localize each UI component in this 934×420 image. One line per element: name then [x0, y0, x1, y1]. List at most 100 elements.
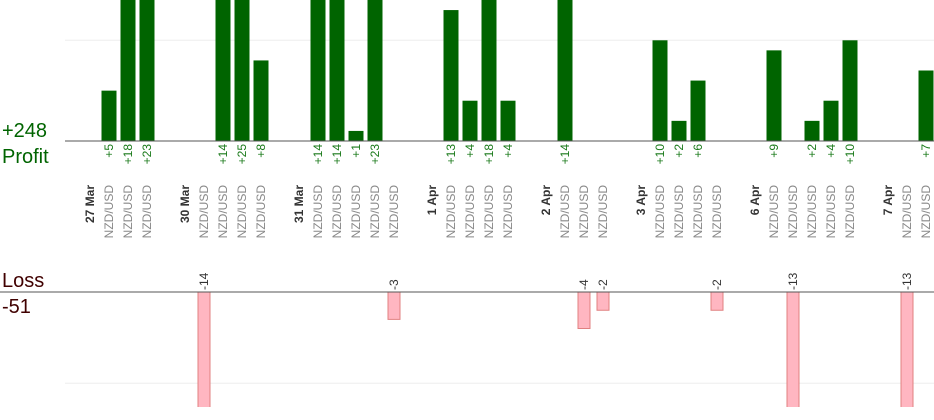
- profit-bar: [557, 0, 573, 141]
- profit-bar: [842, 40, 858, 141]
- date-label: 2 Apr: [539, 185, 553, 216]
- symbol-label: NZD/USD: [786, 185, 800, 239]
- profit-bar: [348, 130, 364, 141]
- symbol-label: NZD/USD: [444, 185, 458, 239]
- loss-bar: [387, 292, 401, 320]
- loss-label: Loss: [2, 270, 44, 292]
- symbol-label: NZD/USD: [216, 185, 230, 239]
- value-label: +4: [501, 144, 515, 158]
- loss-total: -51: [2, 296, 31, 318]
- symbol-label: NZD/USD: [349, 185, 363, 239]
- date-label: 7 Apr: [881, 185, 895, 216]
- symbol-label: NZD/USD: [843, 185, 857, 239]
- value-label: -3: [387, 279, 401, 290]
- date-label: 31 Mar: [292, 185, 306, 223]
- profit-bar: [671, 120, 687, 141]
- loss-bar: [596, 292, 610, 311]
- value-label: -14: [197, 272, 211, 290]
- symbol-label: NZD/USD: [691, 185, 705, 239]
- loss-bar: [197, 292, 211, 407]
- value-label: +2: [805, 144, 819, 158]
- symbol-label: NZD/USD: [330, 185, 344, 239]
- value-label: +14: [311, 144, 325, 165]
- profit-bar: [215, 0, 231, 141]
- loss-bar: [786, 292, 800, 407]
- symbol-label: NZD/USD: [463, 185, 477, 239]
- profit-bar: [918, 70, 934, 141]
- profit-bar: [310, 0, 326, 141]
- profit-bar: [690, 80, 706, 141]
- profit-bar: [367, 0, 383, 141]
- symbol-label: NZD/USD: [387, 185, 401, 239]
- value-label: -13: [786, 272, 800, 290]
- profit-bar: [329, 0, 345, 141]
- profit-bar: [766, 50, 782, 141]
- date-label: 1 Apr: [425, 185, 439, 216]
- symbol-label: NZD/USD: [558, 185, 572, 239]
- symbol-label: NZD/USD: [672, 185, 686, 239]
- value-label: +18: [482, 144, 496, 165]
- profit-bar: [253, 60, 269, 141]
- symbol-label: NZD/USD: [653, 185, 667, 239]
- value-label: -13: [900, 272, 914, 290]
- profit-bar: [101, 90, 117, 141]
- value-label: +14: [330, 144, 344, 165]
- value-label: +7: [919, 144, 933, 158]
- symbol-label: NZD/USD: [767, 185, 781, 239]
- date-label: 27 Mar: [83, 185, 97, 223]
- value-label: +14: [558, 144, 572, 165]
- symbol-label: NZD/USD: [919, 185, 933, 239]
- symbol-label: NZD/USD: [121, 185, 135, 239]
- symbol-label: NZD/USD: [140, 185, 154, 239]
- loss-bar: [577, 292, 591, 330]
- value-label: +13: [444, 144, 458, 165]
- profit-bar: [481, 0, 497, 141]
- profit-bar: [652, 40, 668, 141]
- profit-bar: [120, 0, 136, 141]
- symbol-label: NZD/USD: [482, 185, 496, 239]
- value-label: -2: [596, 279, 610, 290]
- value-label: +8: [254, 144, 268, 158]
- value-label: -4: [577, 279, 591, 290]
- value-label: +2: [672, 144, 686, 158]
- value-label: +23: [140, 144, 154, 165]
- loss-bars: [197, 292, 914, 407]
- symbol-label: NZD/USD: [900, 185, 914, 239]
- profit-bar: [462, 100, 478, 141]
- profit-bar: [823, 100, 839, 141]
- symbol-label: NZD/USD: [501, 185, 515, 239]
- loss-bar: [900, 292, 914, 407]
- value-label: +4: [463, 144, 477, 158]
- symbol-label: NZD/USD: [805, 185, 819, 239]
- profit-bars: [101, 0, 934, 141]
- value-label: +6: [691, 144, 705, 158]
- value-label: +18: [121, 144, 135, 165]
- profit-bar: [139, 0, 155, 141]
- value-label: +10: [843, 144, 857, 165]
- value-label: +10: [653, 144, 667, 165]
- date-label: 30 Mar: [178, 185, 192, 223]
- loss-bar: [710, 292, 724, 311]
- symbol-label: NZD/USD: [235, 185, 249, 239]
- symbol-label: NZD/USD: [254, 185, 268, 239]
- symbol-label: NZD/USD: [197, 185, 211, 239]
- profit-bar: [443, 10, 459, 141]
- symbol-label: NZD/USD: [577, 185, 591, 239]
- value-label: +4: [824, 144, 838, 158]
- symbol-label: NZD/USD: [596, 185, 610, 239]
- value-label: +9: [767, 144, 781, 158]
- date-label: 3 Apr: [634, 185, 648, 216]
- profit-bar: [234, 0, 250, 141]
- symbol-label: NZD/USD: [824, 185, 838, 239]
- value-label: +5: [102, 144, 116, 158]
- symbol-label: NZD/USD: [311, 185, 325, 239]
- symbol-label: NZD/USD: [710, 185, 724, 239]
- value-label: +23: [368, 144, 382, 165]
- value-label: +14: [216, 144, 230, 165]
- value-label: -2: [710, 279, 724, 290]
- date-label: 6 Apr: [748, 185, 762, 216]
- symbol-label: NZD/USD: [368, 185, 382, 239]
- symbol-label: NZD/USD: [102, 185, 116, 239]
- profit-label: Profit: [2, 146, 49, 168]
